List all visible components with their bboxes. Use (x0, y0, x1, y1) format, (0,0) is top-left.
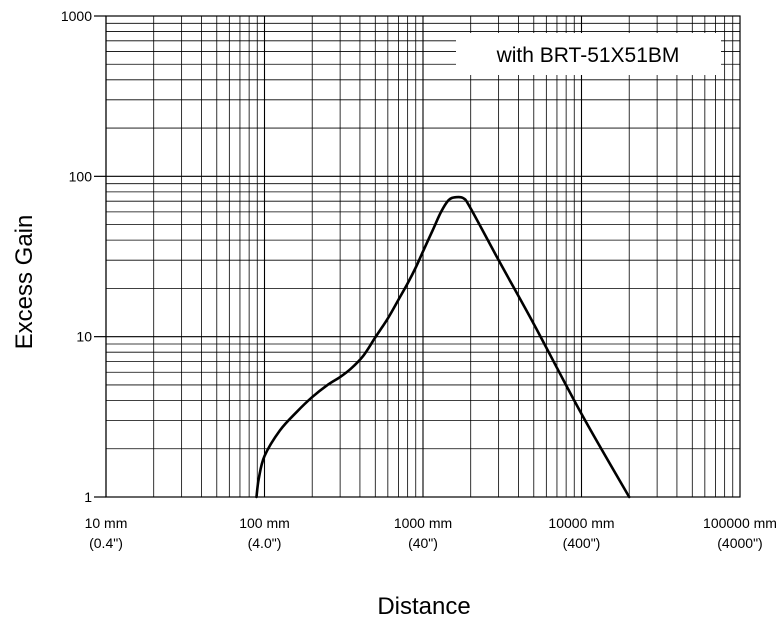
series-layer (255, 195, 631, 499)
x-tick-labels: 10 mm (0.4") 100 mm (4.0") 1000 mm (40") 10000… (85, 515, 777, 551)
y-tick-label: 100 (69, 168, 93, 184)
x-tick-sublabel: (0.4") (89, 535, 123, 551)
y-tick-labels: 1 10 100 1000 (61, 8, 106, 505)
grid (105, 16, 740, 498)
x-tick-label: 100 mm (239, 515, 290, 531)
y-tick-label: 10 (76, 329, 92, 345)
x-tick-label: 10000 mm (548, 515, 614, 531)
x-tick-sublabel: (40") (408, 535, 438, 551)
y-tick-label: 1000 (61, 8, 92, 24)
x-tick-label: 10 mm (85, 515, 128, 531)
x-tick-label: 1000 mm (394, 515, 452, 531)
x-tick-sublabel: (4.0") (248, 535, 282, 551)
y-axis-title: Excess Gain (11, 215, 38, 350)
x-tick-sublabel: (400") (563, 535, 601, 551)
plot-border (105, 15, 741, 498)
x-tick-sublabel: (4000") (717, 535, 762, 551)
series-line (255, 195, 631, 499)
legend: with BRT-51X51BM (456, 33, 721, 75)
legend-label: with BRT-51X51BM (496, 44, 680, 67)
legend-box (456, 33, 721, 75)
x-tick-label: 100000 mm (703, 515, 777, 531)
x-axis-title: Distance (377, 593, 470, 620)
y-tick-label: 1 (84, 489, 92, 505)
